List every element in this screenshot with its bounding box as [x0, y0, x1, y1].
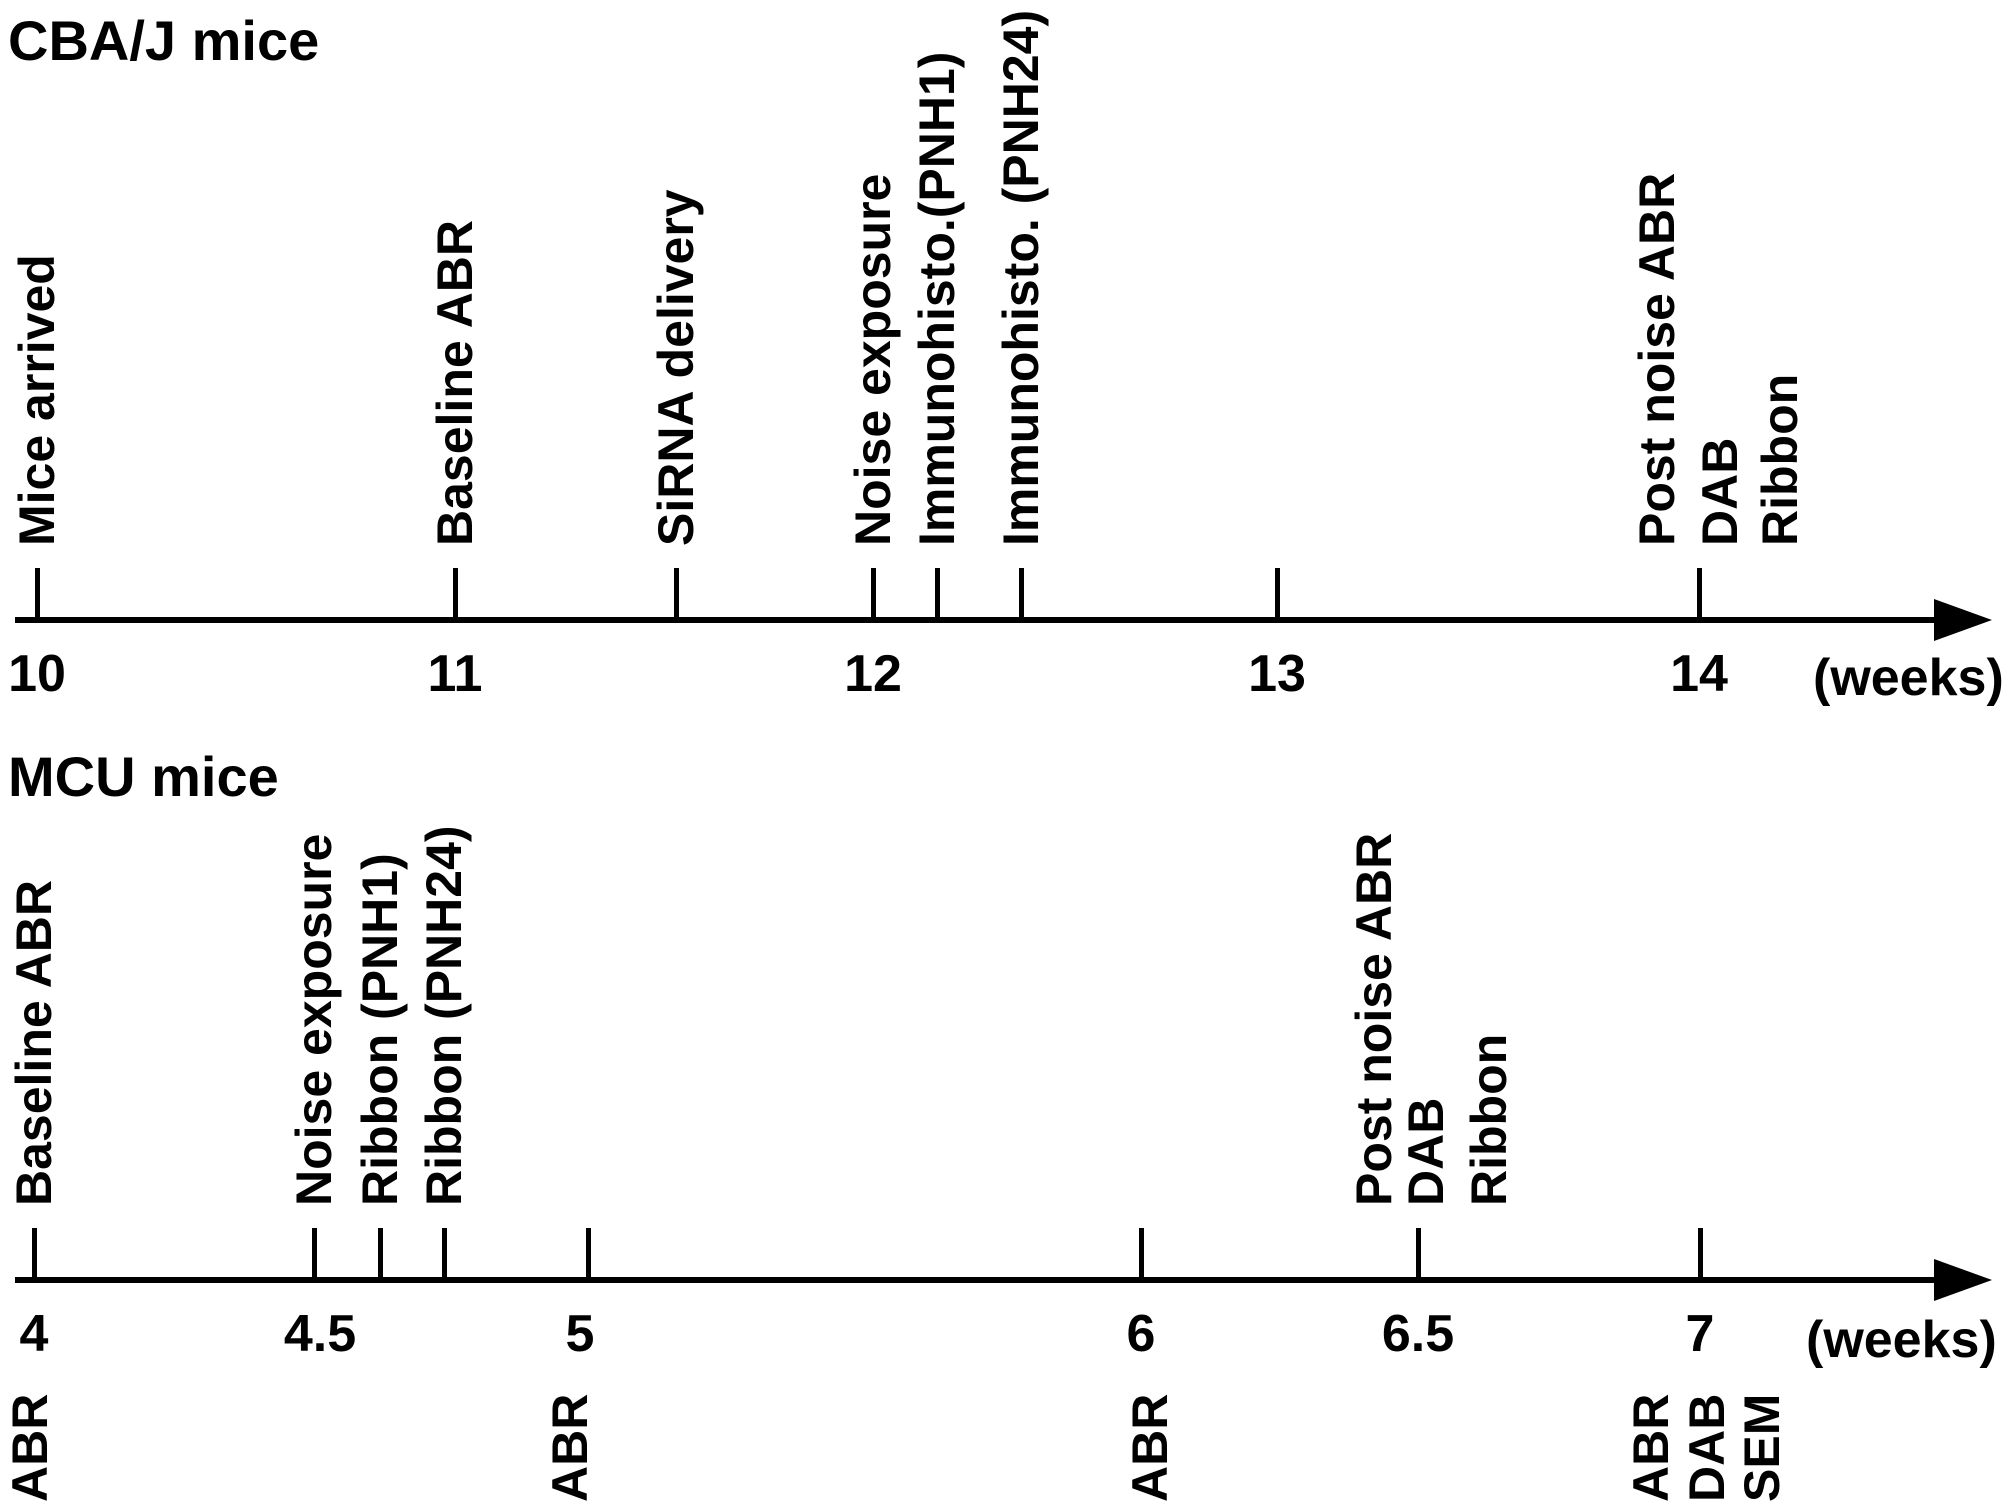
axis-tick-week-6-5 — [1416, 1228, 1421, 1282]
week-number: 4.5 — [283, 1305, 357, 1363]
event-label-dab: DAB — [1398, 1097, 1454, 1206]
timeline-axis — [15, 617, 1940, 623]
axis-tick-week-14 — [1697, 568, 1702, 622]
axis-tick-week-13 — [1275, 568, 1280, 622]
axis-tick-pnh24 — [1019, 568, 1024, 622]
axis-tick-week-5 — [586, 1228, 591, 1282]
event-label-sirna-delivery: SiRNA delivery — [648, 189, 704, 546]
week-number: 13 — [1248, 645, 1306, 703]
event-label-baseline-abr: Baseline ABR — [427, 219, 483, 546]
axis-arrowhead-icon — [1934, 599, 1992, 641]
weeks-unit-label: (weeks) — [1806, 1311, 1997, 1369]
event-label-immunohisto-pnh1: Immunohisto.(PNH1) — [909, 51, 965, 546]
axis-tick-ribbon-pnh24 — [442, 1228, 447, 1282]
week-number: 12 — [844, 645, 902, 703]
timeline-axis — [15, 1277, 1940, 1283]
axis-tick-week-6 — [1139, 1228, 1144, 1282]
event-label-abr: ABR — [2, 1393, 58, 1502]
axis-tick-week-10 — [35, 568, 40, 622]
week-number: 6 — [1126, 1305, 1156, 1363]
week-number: 11 — [427, 645, 483, 703]
weeks-unit-label: (weeks) — [1813, 649, 2004, 707]
event-label-post-noise-abr: Post noise ABR — [1629, 172, 1685, 546]
axis-tick-pnh1 — [935, 568, 940, 622]
week-number: 4 — [19, 1305, 49, 1363]
event-label-immunohisto-pnh24: Immunohisto. (PNH24) — [993, 9, 1049, 546]
week-number: 7 — [1685, 1305, 1715, 1363]
event-label-baseline-abr: Baseline ABR — [6, 879, 62, 1206]
event-label-dab: DAB — [1679, 1393, 1735, 1502]
event-label-noise-exposure: Noise exposure — [286, 833, 342, 1206]
axis-tick-week-12 — [871, 568, 876, 622]
event-label-ribbon: Ribbon — [1461, 1033, 1517, 1206]
axis-tick-week-4-5 — [312, 1228, 317, 1282]
axis-tick-week-4 — [32, 1228, 37, 1282]
timeline-title: CBA/J mice — [8, 9, 320, 72]
week-number: 14 — [1670, 645, 1728, 703]
week-number: 5 — [565, 1305, 595, 1363]
event-label-abr: ABR — [542, 1393, 598, 1502]
axis-tick-ribbon-pnh1 — [378, 1228, 383, 1282]
event-label-ribbon-pnh1: Ribbon (PNH1) — [352, 853, 408, 1206]
event-label-ribbon: Ribbon — [1752, 373, 1808, 546]
event-label-sem: SEM — [1734, 1393, 1790, 1502]
event-label-abr: ABR — [1122, 1393, 1178, 1502]
axis-tick-sirna-delivery — [674, 568, 679, 622]
axis-arrowhead-icon — [1934, 1259, 1992, 1301]
axis-tick-week-11 — [453, 568, 458, 622]
event-label-mice-arrived: Mice arrived — [9, 254, 65, 546]
event-label-post-noise-abr: Post noise ABR — [1346, 832, 1402, 1206]
week-number: 6.5 — [1381, 1305, 1455, 1363]
event-label-abr: ABR — [1623, 1393, 1679, 1502]
event-label-noise-exposure: Noise exposure — [845, 173, 901, 546]
event-label-dab: DAB — [1692, 437, 1748, 546]
event-label-ribbon-pnh24: Ribbon (PNH24) — [416, 825, 472, 1206]
timeline-title: MCU mice — [8, 745, 279, 808]
axis-tick-week-7 — [1698, 1228, 1703, 1282]
week-number: 10 — [8, 645, 66, 703]
